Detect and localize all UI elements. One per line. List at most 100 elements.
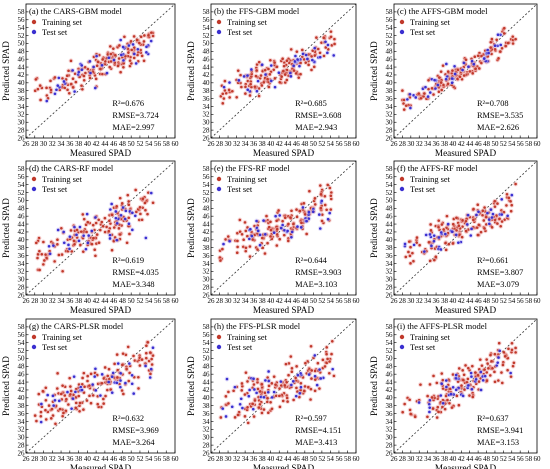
y-tick-label: 48 (203, 363, 211, 371)
test-point (130, 382, 134, 386)
test-point (470, 375, 473, 378)
train-point (100, 220, 104, 224)
train-point (402, 102, 405, 105)
train-point (114, 54, 117, 57)
train-point (497, 341, 501, 345)
train-point (457, 224, 461, 228)
test-point (246, 88, 250, 91)
x-tick-label: 50 (491, 140, 499, 148)
y-tick-label: 46 (203, 212, 211, 220)
identity-line (393, 160, 538, 296)
y-tick-label: 46 (386, 212, 394, 220)
x-tick-label: 28 (31, 140, 39, 148)
metric-mae: MAE=3.153 (477, 438, 519, 447)
test-point (255, 391, 258, 395)
train-point (67, 91, 71, 95)
train-point (281, 57, 284, 61)
train-point (240, 389, 244, 392)
y-axis-label: Predicted SPAD (1, 198, 11, 258)
train-point (129, 39, 133, 43)
test-point (307, 373, 311, 376)
x-tick-label: 50 (491, 455, 499, 463)
train-point (103, 216, 107, 220)
y-tick-label: 26 (386, 291, 394, 299)
test-point (251, 407, 255, 411)
points-layer (402, 181, 519, 266)
test-point (144, 236, 148, 240)
y-axis-label: Predicted SPAD (369, 356, 379, 416)
train-point (137, 375, 140, 379)
train-point (408, 254, 412, 258)
train-point (236, 69, 240, 72)
test-point (250, 68, 253, 71)
test-point (255, 226, 259, 230)
train-point (514, 351, 517, 354)
train-point (71, 86, 75, 89)
train-point (49, 88, 53, 92)
y-tick-label: 54 (386, 339, 394, 347)
train-point (142, 59, 146, 63)
train-point (466, 377, 470, 381)
test-point (84, 247, 88, 251)
test-point (307, 210, 311, 214)
train-point (74, 80, 78, 84)
y-tick-label: 36 (203, 95, 211, 103)
test-point (294, 54, 297, 58)
train-point (61, 269, 64, 273)
train-point (496, 222, 499, 225)
x-tick-label: 48 (483, 455, 491, 463)
train-point (500, 381, 504, 385)
train-point (429, 229, 433, 232)
train-point (138, 41, 141, 45)
train-point (509, 209, 513, 213)
train-point (294, 376, 297, 380)
train-point (96, 60, 100, 64)
test-point (73, 225, 76, 229)
y-tick-label: 54 (203, 339, 211, 347)
test-point (311, 210, 315, 214)
train-point (480, 364, 484, 367)
legend-train-marker (216, 176, 222, 182)
test-point (131, 43, 135, 46)
y-tick-label: 30 (18, 276, 26, 284)
test-point (496, 361, 500, 364)
train-point (239, 73, 242, 77)
train-point (244, 85, 247, 89)
train-point (319, 184, 322, 187)
train-point (411, 251, 414, 255)
test-point (286, 229, 289, 233)
train-point (272, 375, 276, 378)
x-tick-label: 34 (58, 297, 66, 305)
y-axis-label: Predicted SPAD (186, 41, 196, 101)
train-point (310, 55, 313, 58)
test-point (289, 71, 292, 75)
train-point (81, 376, 84, 380)
test-point (426, 95, 430, 98)
y-tick-label: 52 (386, 347, 394, 355)
x-tick-label: 38 (259, 140, 267, 148)
metric-mae: MAE=3.103 (295, 280, 337, 289)
x-tick-label: 28 (216, 455, 224, 463)
y-tick-label: 48 (203, 205, 211, 213)
train-point (40, 252, 44, 256)
y-tick-label: 46 (203, 55, 211, 63)
y-tick-label: 54 (203, 24, 211, 32)
train-point (74, 406, 78, 410)
train-point (256, 248, 259, 251)
train-point (118, 44, 121, 47)
train-point (104, 394, 107, 398)
train-point (246, 234, 249, 238)
metric-rmse: RMSE=4.035 (112, 268, 158, 277)
train-point (303, 389, 306, 393)
train-point (44, 418, 48, 421)
metric-r2: R²=0.597 (295, 414, 327, 423)
test-point (318, 55, 322, 59)
test-point (269, 64, 273, 67)
test-point (222, 242, 225, 246)
y-tick-label: 34 (203, 103, 211, 111)
y-tick-label: 38 (203, 402, 211, 410)
train-point (427, 78, 430, 82)
train-point (415, 241, 418, 244)
test-point (467, 65, 470, 69)
train-point (433, 258, 436, 262)
